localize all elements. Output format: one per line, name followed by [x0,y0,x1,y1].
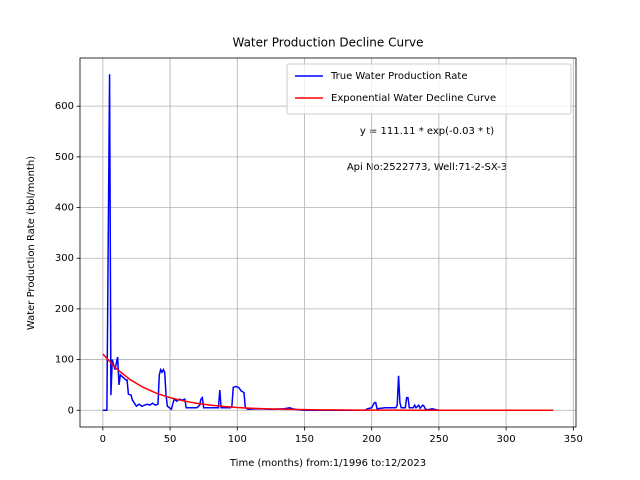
legend-box [286,63,572,115]
chart-title: Water Production Decline Curve [232,36,423,50]
x-tick-label: 100 [228,434,247,445]
x-tick-label: 150 [295,434,314,445]
x-tick-label: 200 [362,434,381,445]
annotation: Api No:2522773, Well:71-2-SX-3 [347,162,507,173]
legend-label: True Water Production Rate [330,71,467,82]
y-tick-label: 200 [55,304,74,315]
x-tick-label: 50 [164,434,177,445]
y-tick-label: 600 [55,101,74,112]
plot-frame [79,57,577,428]
data-line [102,353,554,412]
x-tick-label: 250 [429,434,448,445]
y-tick-label: 100 [55,355,74,366]
y-tick-label: 0 [68,405,74,416]
y-tick-label: 400 [55,203,74,214]
x-axis-label: Time (months) from:1/1996 to:12/2023 [229,458,426,469]
y-tick-label: 500 [55,152,74,163]
x-tick-label: 300 [497,434,516,445]
legend-label: Exponential Water Decline Curve [331,93,496,104]
y-tick-label: 300 [55,253,74,264]
x-tick-label: 350 [564,434,583,445]
y-axis-label: Water Production Rate (bbl/month) [26,156,37,330]
annotation: y = 111.11 * exp(-0.03 * t) [360,126,494,137]
data-line [102,74,554,412]
x-tick-label: 0 [100,434,106,445]
